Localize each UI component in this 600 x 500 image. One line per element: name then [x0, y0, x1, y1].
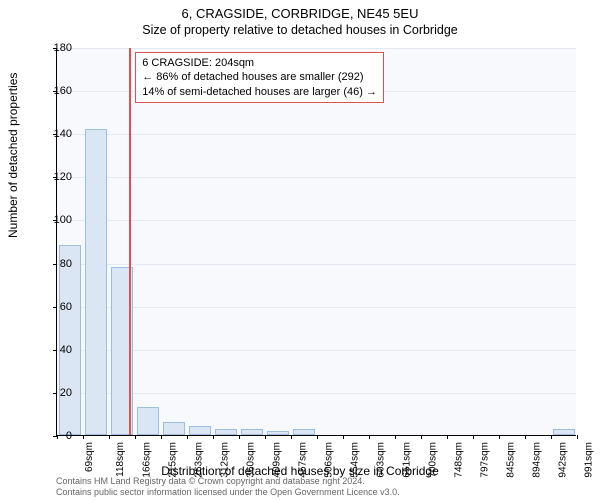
y-tick-label: 80	[32, 258, 72, 270]
histogram-bar	[189, 426, 212, 435]
x-tick-label: 118sqm	[115, 442, 126, 477]
y-tick-label: 100	[32, 214, 72, 226]
x-tick-label: 506sqm	[324, 442, 335, 478]
annotation-box: 6 CRAGSIDE: 204sqm← 86% of detached hous…	[135, 52, 384, 103]
y-axis-label: Number of detached properties	[6, 73, 20, 238]
x-tick-mark	[343, 435, 344, 439]
y-tick-label: 160	[32, 85, 72, 97]
annotation-line1: 6 CRAGSIDE: 204sqm	[142, 56, 377, 70]
page-subtitle: Size of property relative to detached ho…	[0, 21, 600, 37]
annotation-line3: 14% of semi-detached houses are larger (…	[142, 85, 377, 99]
x-tick-label: 894sqm	[532, 442, 543, 478]
x-tick-label: 603sqm	[376, 442, 387, 478]
histogram-bar	[267, 431, 290, 435]
y-tick-label: 180	[32, 42, 72, 54]
y-tick-label: 140	[32, 128, 72, 140]
x-tick-label: 457sqm	[298, 442, 309, 478]
histogram-bar	[137, 407, 160, 435]
x-tick-mark	[473, 435, 474, 439]
y-tick-label: 60	[32, 301, 72, 313]
x-tick-mark	[187, 435, 188, 439]
x-tick-mark	[525, 435, 526, 439]
x-tick-mark	[109, 435, 110, 439]
x-tick-mark	[369, 435, 370, 439]
x-tick-mark	[421, 435, 422, 439]
x-tick-label: 748sqm	[454, 442, 465, 478]
gridline	[57, 307, 576, 308]
y-tick-label: 20	[32, 387, 72, 399]
x-tick-label: 845sqm	[506, 442, 517, 478]
x-tick-mark	[239, 435, 240, 439]
x-tick-label: 991sqm	[584, 442, 595, 478]
x-tick-mark	[499, 435, 500, 439]
y-tick-label: 40	[32, 344, 72, 356]
histogram-bar	[215, 429, 238, 435]
histogram-bar	[85, 129, 108, 435]
histogram-bar	[163, 422, 186, 435]
gridline	[57, 264, 576, 265]
y-tick-label: 0	[32, 430, 72, 442]
annotation-line2: ← 86% of detached houses are smaller (29…	[142, 70, 377, 84]
x-tick-mark	[135, 435, 136, 439]
x-tick-label: 263sqm	[194, 442, 205, 478]
x-tick-mark	[551, 435, 552, 439]
plot-area: 6 CRAGSIDE: 204sqm← 86% of detached hous…	[56, 48, 576, 436]
x-tick-label: 69sqm	[84, 442, 95, 472]
histogram-bar	[293, 429, 316, 435]
x-tick-label: 215sqm	[168, 442, 179, 478]
histogram-bar	[553, 429, 576, 435]
x-tick-mark	[317, 435, 318, 439]
x-tick-label: 166sqm	[142, 442, 153, 478]
x-tick-mark	[265, 435, 266, 439]
x-tick-mark	[213, 435, 214, 439]
x-tick-mark	[291, 435, 292, 439]
x-tick-label: 554sqm	[350, 442, 361, 478]
x-tick-label: 942sqm	[558, 442, 569, 478]
x-tick-label: 700sqm	[428, 442, 439, 478]
chart-area: 6 CRAGSIDE: 204sqm← 86% of detached hous…	[56, 48, 576, 436]
x-tick-mark	[395, 435, 396, 439]
gridline	[57, 350, 576, 351]
x-tick-label: 360sqm	[246, 442, 257, 478]
reference-line	[129, 48, 131, 435]
page-title: 6, CRAGSIDE, CORBRIDGE, NE45 5EU	[0, 0, 600, 21]
x-tick-label: 651sqm	[402, 442, 413, 478]
x-tick-mark	[83, 435, 84, 439]
x-tick-label: 797sqm	[480, 442, 491, 478]
y-tick-label: 120	[32, 171, 72, 183]
gridline	[57, 134, 576, 135]
x-tick-mark	[161, 435, 162, 439]
gridline	[57, 48, 576, 49]
x-tick-mark	[577, 435, 578, 439]
gridline	[57, 393, 576, 394]
histogram-bar	[241, 429, 264, 435]
gridline	[57, 177, 576, 178]
gridline	[57, 220, 576, 221]
x-tick-label: 409sqm	[272, 442, 283, 478]
x-tick-label: 312sqm	[220, 442, 231, 478]
footer-line-2: Contains public sector information licen…	[56, 487, 400, 498]
histogram-bar	[59, 245, 82, 435]
x-tick-mark	[447, 435, 448, 439]
footer-attribution: Contains HM Land Registry data © Crown c…	[56, 476, 400, 499]
